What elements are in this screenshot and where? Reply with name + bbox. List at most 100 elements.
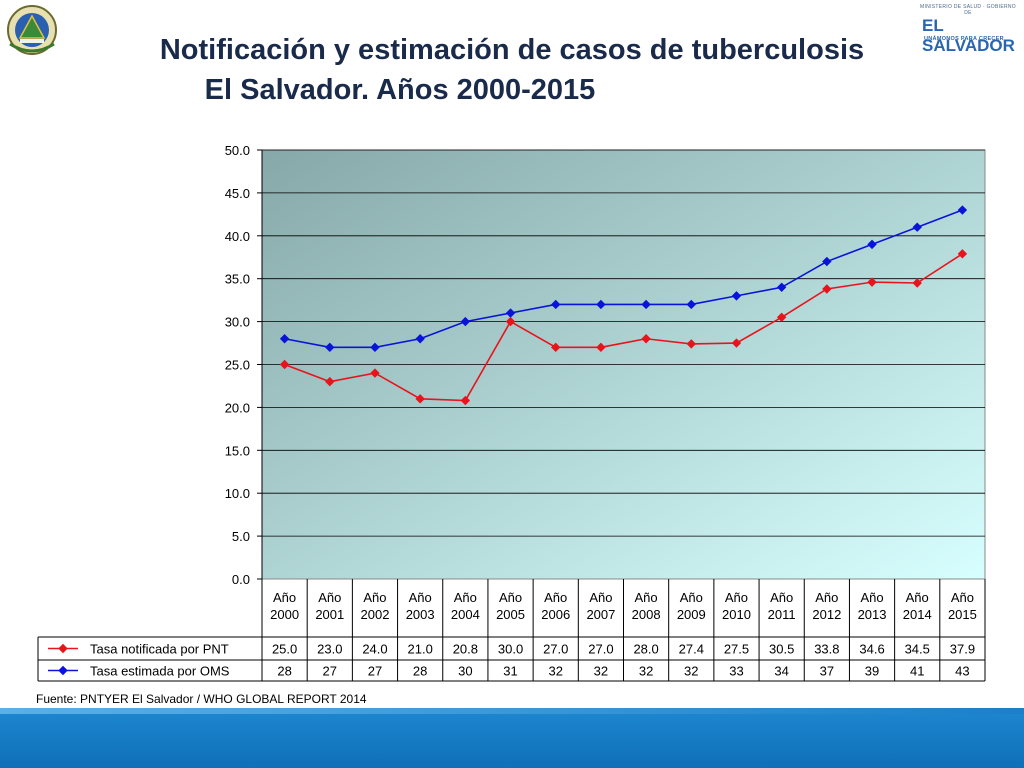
y-tick-label: 40.0: [225, 229, 250, 244]
data-point-marker: [776, 312, 787, 323]
data-point-marker: [957, 205, 968, 215]
y-axis: 0.0 5.0 10.0 15.0 20.0 25.0 30.0 35.0 40.0 45.0 50…: [225, 143, 263, 587]
data-point-marker: [370, 368, 380, 378]
y-tick-label: 0.0: [232, 572, 250, 587]
x-category-label: Año: [544, 590, 567, 605]
y-tick-label: 5.0: [232, 529, 250, 544]
series-line-2: [284, 209, 963, 349]
y-tick-label: 10.0: [225, 486, 250, 501]
data-point-marker: [505, 316, 516, 327]
table-cell-value: 27.4: [679, 642, 704, 657]
x-category-label: 2010: [722, 607, 751, 622]
y-tick-label: 30.0: [225, 315, 250, 330]
table-cell-value: 32: [594, 664, 608, 679]
table-cell-value: 41: [910, 664, 924, 679]
table-cell-value: 34.5: [905, 642, 930, 657]
government-logo: MINISTERIO DE SALUD · GOBIERNO DE EL SAL…: [918, 4, 1022, 55]
table-cell-value: 32: [548, 664, 562, 679]
legend-series-name: Tasa notificada por PNT: [90, 642, 229, 657]
legend-series-name: Tasa estimada por OMS: [90, 664, 230, 679]
x-category-label: Año: [409, 590, 432, 605]
y-tick-label: 50.0: [225, 143, 250, 158]
data-point-marker: [415, 394, 425, 404]
x-category-label: 2011: [768, 607, 796, 622]
table-cell-value: 33: [729, 664, 743, 679]
y-tick-label: 15.0: [225, 443, 250, 458]
gridlines: [262, 149, 985, 537]
table-cell-value: 32: [639, 664, 653, 679]
data-point-marker: [460, 316, 471, 327]
x-category-label: 2009: [677, 607, 706, 622]
footer-bar: [0, 708, 1024, 768]
x-category-label: 2008: [632, 607, 661, 622]
table-cell-value: 24.0: [362, 642, 387, 657]
data-point-marker: [325, 376, 335, 387]
data-point-marker: [596, 342, 606, 353]
legend-marker: [58, 665, 68, 676]
data-point-marker: [686, 339, 696, 349]
table-cell-value: 23.0: [317, 642, 342, 657]
coat-of-arms-icon: [7, 5, 57, 55]
x-category-label: 2015: [948, 607, 977, 622]
table-cell-value: 27.0: [543, 642, 568, 657]
data-point-marker: [596, 299, 606, 310]
x-category-label: Año: [273, 590, 296, 605]
data-point-marker: [641, 299, 651, 310]
x-category-label: 2003: [406, 607, 435, 622]
table-cell-value: 37: [820, 664, 834, 679]
table-cell-value: 27: [323, 664, 337, 679]
table-cell-value: 37.9: [950, 642, 975, 657]
x-category-label: 2000: [270, 607, 299, 622]
data-point-marker: [415, 334, 425, 344]
table-cell-value: 39: [865, 664, 879, 679]
x-category-label: Año: [680, 590, 703, 605]
table-cell-value: 31: [503, 664, 517, 679]
x-category-label: Año: [499, 590, 522, 605]
x-category-label: 2001: [315, 607, 344, 622]
x-category-label: 2005: [496, 607, 525, 622]
x-category-label: Año: [318, 590, 341, 605]
y-tick-label: 20.0: [225, 400, 250, 415]
legend-marker: [58, 643, 68, 654]
x-category-label: 2002: [361, 607, 390, 622]
data-point-marker: [325, 342, 335, 353]
table-cell-value: 27: [368, 664, 382, 679]
x-category-label: 2013: [858, 607, 887, 622]
x-category-label: Año: [906, 590, 929, 605]
data-point-marker: [551, 342, 561, 353]
data-point-marker: [279, 359, 290, 370]
table-cell-value: 25.0: [272, 642, 297, 657]
table-cell-value: 34.6: [859, 642, 884, 657]
x-category-label: Año: [770, 590, 793, 605]
data-point-marker: [776, 282, 787, 292]
data-point-marker: [279, 334, 290, 344]
table-cell-value: 21.0: [408, 642, 433, 657]
logo-ministry-text: MINISTERIO DE SALUD · GOBIERNO DE: [920, 4, 1016, 16]
data-point-marker: [912, 278, 922, 288]
table-cell-value: 43: [955, 664, 969, 679]
x-category-label: 2006: [541, 607, 570, 622]
x-category-label: 2014: [903, 607, 932, 622]
x-category-label: 2007: [586, 607, 615, 622]
table-cell-value: 28: [277, 664, 291, 679]
table-cell-value: 33.8: [814, 642, 839, 657]
data-point-marker: [867, 239, 877, 250]
table-cell-value: 30.5: [769, 642, 794, 657]
chart-title-line2: El Salvador. Años 2000-2015: [204, 74, 596, 106]
table-cell-value: 27.5: [724, 642, 749, 657]
table-cell-value: 28: [413, 664, 427, 679]
x-category-label: Año: [725, 590, 748, 605]
data-point-marker: [912, 222, 922, 232]
x-category-label: Año: [589, 590, 612, 605]
table-cell-value: 30: [458, 664, 472, 679]
y-tick-label: 25.0: [225, 358, 250, 373]
x-category-label: Año: [951, 590, 974, 605]
x-category-label: Año: [860, 590, 883, 605]
x-category-label: 2012: [812, 607, 841, 622]
data-point-marker: [731, 291, 742, 301]
data-point-marker: [822, 284, 832, 294]
x-category-label: 2004: [451, 607, 480, 622]
data-point-marker: [641, 334, 651, 344]
table-cell-value: 30.0: [498, 642, 523, 657]
footer-stripe: [0, 708, 1024, 714]
